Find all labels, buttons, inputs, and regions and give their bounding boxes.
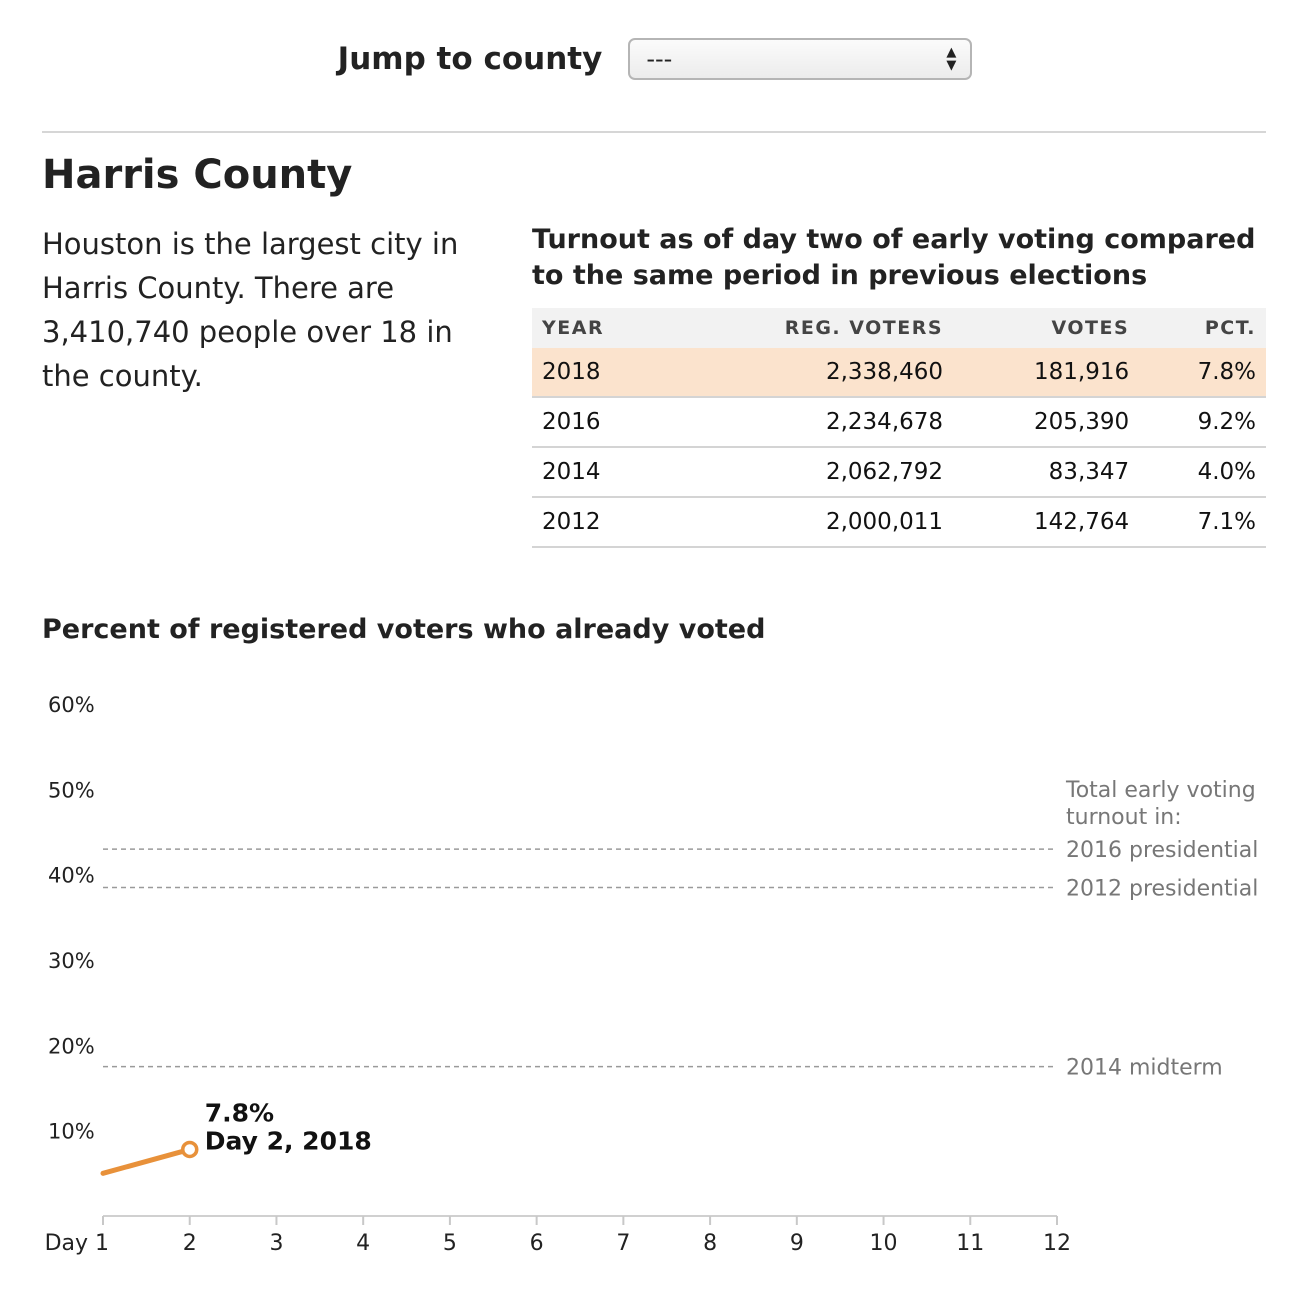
select-arrows-icon: ▲ ▼ <box>946 45 957 73</box>
y-tick-label: 50% <box>48 778 95 802</box>
cell-votes: 83,347 <box>953 447 1140 498</box>
table-row: 2016 2,234,678 205,390 9.2% <box>532 397 1266 448</box>
reference-label: 2012 presidential <box>1066 876 1258 901</box>
cell-year: 2012 <box>532 497 665 548</box>
header-year: YEAR <box>532 308 665 348</box>
x-tick-label: 6 <box>530 1231 544 1256</box>
cell-pct: 7.8% <box>1139 348 1266 398</box>
x-tick-label: 3 <box>269 1231 283 1256</box>
point-annotation-value: 7.8% <box>205 1098 274 1127</box>
county-select[interactable]: --- ▲ ▼ <box>628 38 973 80</box>
y-tick-label: 20% <box>48 1034 95 1058</box>
turnout-line-chart: 10% 20% 30% 40% 50% 60% Day 1 2 3 4 5 6 7 8 9 10 11 12 Tot… <box>45 693 1259 1256</box>
x-tick-label: 8 <box>703 1231 717 1256</box>
reference-label: 2016 presidential <box>1066 838 1258 863</box>
cell-year: 2018 <box>532 348 665 398</box>
reference-header: turnout in: <box>1066 805 1182 830</box>
jump-to-county-label: Jump to county <box>337 41 603 77</box>
table-title: Turnout as of day two of early voting co… <box>532 224 1256 291</box>
county-title: Harris County <box>42 152 353 198</box>
chart-title: Percent of registered voters who already… <box>42 614 766 645</box>
y-tick-label: 30% <box>48 949 95 973</box>
x-tick-label: 2 <box>183 1231 197 1256</box>
point-annotation-date: Day 2, 2018 <box>205 1126 372 1155</box>
y-tick-label: 60% <box>48 693 95 717</box>
header-votes: VOTES <box>953 308 1140 348</box>
reference-label: 2014 midterm <box>1066 1056 1223 1081</box>
cell-votes: 142,764 <box>953 497 1140 548</box>
data-point <box>180 1140 199 1159</box>
cell-year: 2016 <box>532 397 665 448</box>
x-tick-label: 9 <box>790 1231 804 1256</box>
cell-reg-voters: 2,338,460 <box>664 348 954 398</box>
cell-reg-voters: 2,234,678 <box>664 397 954 448</box>
x-tick-label: 7 <box>616 1231 630 1256</box>
table-row: 2012 2,000,011 142,764 7.1% <box>532 497 1266 548</box>
cell-reg-voters: 2,062,792 <box>664 447 954 498</box>
x-tick-label: 12 <box>1043 1231 1071 1256</box>
header-pct: PCT. <box>1139 308 1266 348</box>
table-header-row: YEAR REG. VOTERS VOTES PCT. <box>532 308 1266 348</box>
cell-pct: 4.0% <box>1139 447 1266 498</box>
table-row: 2014 2,062,792 83,347 4.0% <box>532 447 1266 498</box>
jump-to-county: Jump to county --- ▲ ▼ <box>0 38 1310 80</box>
y-tick-label: 10% <box>48 1120 95 1144</box>
series-line <box>100 1146 193 1176</box>
x-tick-label: Day 1 <box>45 1231 109 1256</box>
cell-votes: 181,916 <box>953 348 1140 398</box>
table-row: 2018 2,338,460 181,916 7.8% <box>532 348 1266 398</box>
turnout-table: YEAR REG. VOTERS VOTES PCT. 2018 2,338,4… <box>532 308 1266 548</box>
reference-header: Total early voting <box>1065 778 1256 803</box>
county-description: Houston is the largest city in Harris Co… <box>42 227 459 393</box>
x-tick-label: 10 <box>870 1231 898 1256</box>
county-select-value: --- <box>646 45 673 73</box>
y-tick-label: 40% <box>48 864 95 888</box>
cell-votes: 205,390 <box>953 397 1140 448</box>
divider <box>42 131 1266 133</box>
x-tick-label: 4 <box>356 1231 370 1256</box>
cell-pct: 7.1% <box>1139 497 1266 548</box>
cell-year: 2014 <box>532 447 665 498</box>
header-reg-voters: REG. VOTERS <box>664 308 954 348</box>
cell-reg-voters: 2,000,011 <box>664 497 954 548</box>
x-tick-label: 5 <box>443 1231 457 1256</box>
x-tick-label: 11 <box>956 1231 984 1256</box>
cell-pct: 9.2% <box>1139 397 1266 448</box>
